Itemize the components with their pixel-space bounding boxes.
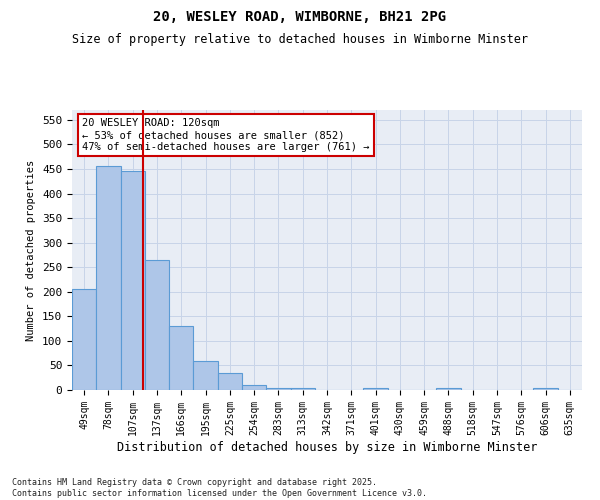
- Text: 20, WESLEY ROAD, WIMBORNE, BH21 2PG: 20, WESLEY ROAD, WIMBORNE, BH21 2PG: [154, 10, 446, 24]
- Text: Size of property relative to detached houses in Wimborne Minster: Size of property relative to detached ho…: [72, 32, 528, 46]
- Bar: [121, 172, 145, 390]
- Bar: [145, 260, 169, 390]
- Bar: [218, 373, 242, 390]
- Text: 20 WESLEY ROAD: 120sqm
← 53% of detached houses are smaller (852)
47% of semi-de: 20 WESLEY ROAD: 120sqm ← 53% of detached…: [82, 118, 370, 152]
- Text: Contains HM Land Registry data © Crown copyright and database right 2025.
Contai: Contains HM Land Registry data © Crown c…: [12, 478, 427, 498]
- X-axis label: Distribution of detached houses by size in Wimborne Minster: Distribution of detached houses by size …: [117, 440, 537, 454]
- Bar: [96, 166, 121, 390]
- Bar: [242, 385, 266, 390]
- Bar: [290, 388, 315, 390]
- Bar: [266, 388, 290, 390]
- Bar: [169, 326, 193, 390]
- Bar: [193, 360, 218, 390]
- Bar: [533, 388, 558, 390]
- Bar: [72, 290, 96, 390]
- Bar: [364, 388, 388, 390]
- Y-axis label: Number of detached properties: Number of detached properties: [26, 160, 37, 340]
- Bar: [436, 388, 461, 390]
